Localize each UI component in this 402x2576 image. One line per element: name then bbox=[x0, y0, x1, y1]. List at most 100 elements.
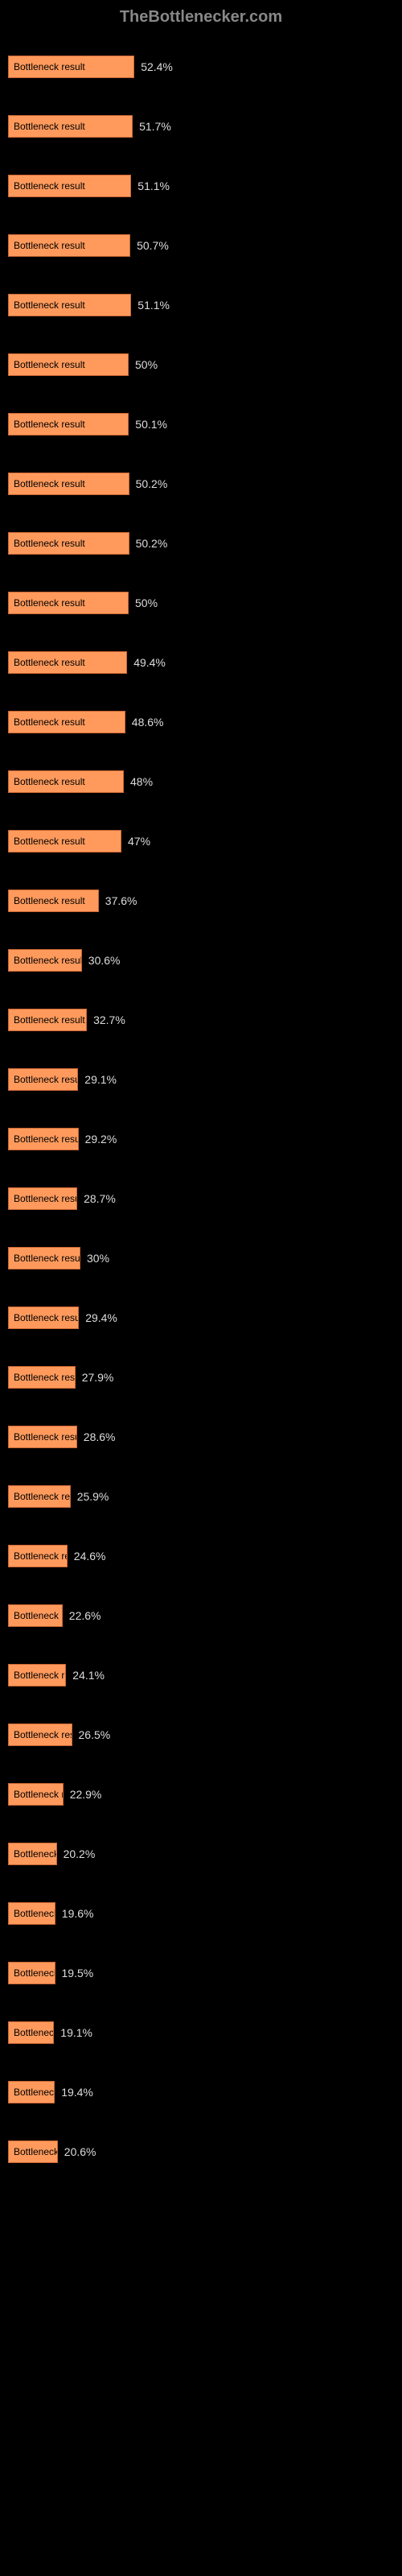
bar-inner-label: Bottleneck result bbox=[9, 359, 85, 370]
bar-row: Bottleneck result 47% bbox=[8, 830, 394, 852]
bar-row: Bottleneck result32.7% bbox=[8, 1009, 394, 1031]
bar-row: Bottleneck result25.9% bbox=[8, 1485, 394, 1508]
bar-inner-label: Bottleneck result bbox=[9, 1312, 78, 1323]
bar: Bottleneck result bbox=[8, 1843, 57, 1865]
bar-value-label: 26.5% bbox=[72, 1728, 111, 1741]
bar-row: Bottleneck result50% bbox=[8, 353, 394, 376]
bar: Bottleneck result bbox=[8, 294, 131, 316]
bar: Bottleneck result bbox=[8, 2081, 55, 2103]
bar: Bottleneck result bbox=[8, 1485, 71, 1508]
bar-value-label: 52.4% bbox=[134, 60, 173, 73]
row-top-label bbox=[8, 519, 394, 530]
bar-value-label: 50.2% bbox=[129, 477, 168, 490]
bar-inner-label: Bottleneck result bbox=[9, 597, 85, 609]
bar-inner-label: Bottleneck result bbox=[9, 1491, 70, 1502]
bar-inner-label: Bottleneck result bbox=[9, 836, 85, 847]
bar-inner-label: Bottleneck result bbox=[9, 240, 85, 251]
bar-inner-label: Bottleneck result bbox=[9, 2146, 57, 2157]
row-top-label bbox=[8, 460, 394, 471]
chart-row: Bottleneck result29.1% bbox=[8, 1055, 394, 1091]
bar-inner-label: Bottleneck result bbox=[9, 1967, 55, 1979]
chart-row: Bottleneck result32.7% bbox=[8, 996, 394, 1031]
row-top-label bbox=[8, 817, 394, 828]
bar: Bottleneck result bbox=[8, 1783, 64, 1806]
bar: Bottleneck result bbox=[8, 234, 130, 257]
chart-row: Bottleneck result29.4% bbox=[8, 1294, 394, 1329]
row-top-label bbox=[8, 221, 394, 233]
bottleneck-chart: Bottleneck result52.4%Bottleneck result5… bbox=[0, 43, 402, 2163]
bar: Bottleneck result bbox=[8, 1187, 77, 1210]
bar-value-label: 51.7% bbox=[133, 120, 171, 133]
bar-row: Bottleneck result52.4% bbox=[8, 56, 394, 78]
row-top-label bbox=[8, 1532, 394, 1543]
bar-row: Bottleneck result29.1% bbox=[8, 1068, 394, 1091]
bar-row: Bottleneck result20.6% bbox=[8, 2140, 394, 2163]
bar: Bottleneck result bbox=[8, 1724, 72, 1746]
bar: Bottleneck result bbox=[8, 1902, 55, 1925]
bar-inner-label: Bottleneck result bbox=[9, 1431, 76, 1443]
bar-inner-label: Bottleneck result bbox=[9, 2027, 53, 2038]
row-top-label bbox=[8, 2068, 394, 2079]
bar-inner-label: Bottleneck result bbox=[9, 1074, 77, 1085]
row-top-label bbox=[8, 2128, 394, 2139]
row-top-label bbox=[8, 1174, 394, 1186]
row-top-label bbox=[8, 400, 394, 411]
bar-value-label: 29.1% bbox=[78, 1073, 117, 1086]
bar-value-label: 50.2% bbox=[129, 537, 168, 550]
row-top-label bbox=[8, 1830, 394, 1841]
bar: Bottleneck result bbox=[8, 1426, 77, 1448]
bar-value-label: 19.4% bbox=[55, 2086, 93, 2099]
bar-inner-label: Bottleneck result bbox=[9, 716, 85, 728]
bar-row: Bottleneck result20.2% bbox=[8, 1843, 394, 1865]
bar: Bottleneck result bbox=[8, 949, 82, 972]
bar-row: Bottleneck result49.4% bbox=[8, 651, 394, 674]
bar: Bottleneck result bbox=[8, 2140, 58, 2163]
bar-row: Bottleneck result22.6% bbox=[8, 1604, 394, 1627]
bar-value-label: 32.7% bbox=[87, 1013, 125, 1026]
bar-inner-label: Bottleneck result bbox=[9, 419, 85, 430]
bar-value-label: 19.5% bbox=[55, 1967, 94, 1979]
bar-row: Bottleneck result51.1% bbox=[8, 294, 394, 316]
chart-row: Bottleneck result51.7% bbox=[8, 102, 394, 138]
bar-value-label: 29.2% bbox=[79, 1133, 117, 1146]
bar-row: Bottleneck result37.6% bbox=[8, 890, 394, 912]
bar: Bottleneck result bbox=[8, 115, 133, 138]
bar-inner-label: Bottleneck result bbox=[9, 955, 81, 966]
bar-inner-label: Bottleneck result bbox=[9, 1372, 75, 1383]
chart-row: Bottleneck result49.4% bbox=[8, 638, 394, 674]
row-top-label bbox=[8, 1949, 394, 1960]
row-top-label bbox=[8, 1651, 394, 1662]
bar-value-label: 28.7% bbox=[77, 1192, 116, 1205]
bar-value-label: 20.6% bbox=[58, 2145, 96, 2158]
bar-inner-label: Bottleneck result bbox=[9, 538, 85, 549]
bar: Bottleneck result bbox=[8, 532, 129, 555]
bar-inner-label: Bottleneck result bbox=[9, 1133, 78, 1145]
bar-value-label: 47% bbox=[121, 835, 150, 848]
bar-row: Bottleneck result50% bbox=[8, 592, 394, 614]
bar-row: Bottleneck result30.6% bbox=[8, 949, 394, 972]
row-top-label bbox=[8, 1889, 394, 1901]
bar: Bottleneck result bbox=[8, 651, 127, 674]
chart-row: Bottleneck result20.6% bbox=[8, 2128, 394, 2163]
bar-row: Bottleneck result19.6% bbox=[8, 1902, 394, 1925]
bar-row: Bottleneck result22.9% bbox=[8, 1783, 394, 1806]
chart-row: Bottleneck result30% bbox=[8, 1234, 394, 1269]
row-top-label bbox=[8, 1770, 394, 1781]
row-top-label bbox=[8, 281, 394, 292]
bar-value-label: 24.1% bbox=[66, 1669, 105, 1682]
bar: Bottleneck result bbox=[8, 1962, 55, 1984]
chart-row: Bottleneck result20.2% bbox=[8, 1830, 394, 1865]
bar-inner-label: Bottleneck result bbox=[9, 1729, 72, 1740]
bar-inner-label: Bottleneck result bbox=[9, 1253, 80, 1264]
bar-value-label: 19.6% bbox=[55, 1907, 94, 1920]
bar-value-label: 30% bbox=[80, 1252, 109, 1265]
row-top-label bbox=[8, 162, 394, 173]
row-top-label bbox=[8, 1472, 394, 1484]
chart-row: Bottleneck result25.9% bbox=[8, 1472, 394, 1508]
bar-row: Bottleneck result27.9% bbox=[8, 1366, 394, 1389]
row-top-label bbox=[8, 579, 394, 590]
chart-row: Bottleneck result19.6% bbox=[8, 1889, 394, 1925]
bar: Bottleneck result bbox=[8, 1068, 78, 1091]
chart-row: Bottleneck result50% bbox=[8, 579, 394, 614]
bar-value-label: 22.6% bbox=[63, 1609, 101, 1622]
